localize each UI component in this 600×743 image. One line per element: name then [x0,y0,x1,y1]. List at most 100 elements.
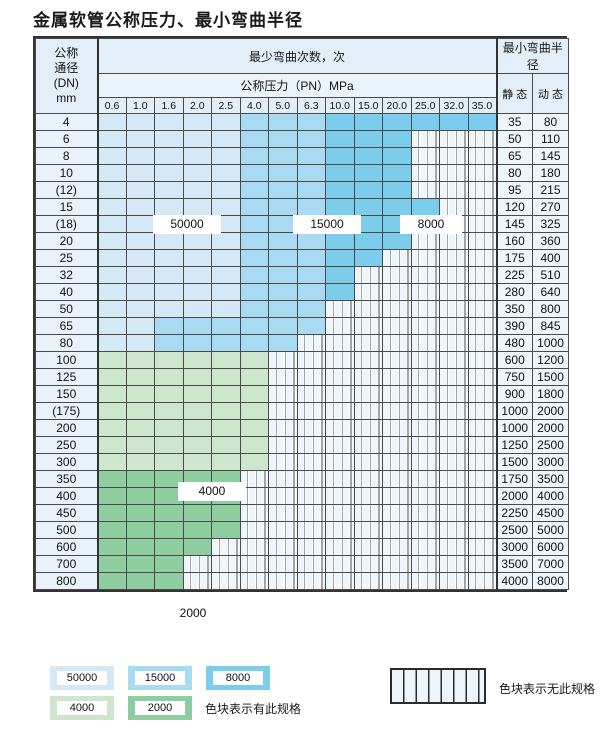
page-title: 金属软管公称压力、最小弯曲半径 [33,11,303,30]
dn-cell: (18) [35,215,99,233]
matrix-cell-filled [239,164,269,182]
dn-cell: 700 [35,555,99,573]
static-radius-cell: 225 [496,266,534,284]
matrix-cell-empty [353,555,383,573]
matrix-cell-filled [268,317,298,335]
matrix-cell-filled [154,470,184,488]
matrix-cell-filled [296,130,326,148]
matrix-cell-empty [410,300,440,318]
pressure-column-header: 32.0 [439,97,469,114]
matrix-cell-filled [239,130,269,148]
matrix-cell-empty [296,334,326,352]
matrix-cell-empty [410,368,440,386]
static-radius-cell: 390 [496,317,534,335]
matrix-cell-filled [125,130,155,148]
matrix-cell-filled [154,504,184,522]
table-row: 15 120 270 [35,198,570,216]
matrix-cell-empty [439,419,469,437]
matrix-cell-empty [211,572,241,590]
matrix-cell-filled [239,385,269,403]
matrix-cell-filled [154,317,184,335]
header-row-3-pressure-ticks: 0.6 1.0 1.6 2.0 2.5 4.0 5.0 6.3 10.0 15.0 20.0 25.0… [36,97,569,114]
matrix-cell-filled [211,368,241,386]
matrix-cell-filled [97,232,127,250]
matrix-cell-filled [154,453,184,471]
matrix-cell-empty [382,504,412,522]
matrix-cell-empty [467,351,498,369]
matrix-cell-filled [239,402,269,420]
matrix-cell-empty [382,266,412,284]
table-row: 25 175 400 [35,249,570,267]
matrix-cell-filled [296,198,326,216]
legend-no-spec-swatch [390,668,486,704]
dynamic-radius-cell: 1000 [532,334,570,352]
matrix-cell-empty [382,385,412,403]
matrix-cell-filled [239,215,269,233]
matrix-cell-filled [211,283,241,301]
matrix-cell-filled [325,266,355,284]
matrix-cell-filled [97,249,127,267]
matrix-cell-empty [467,249,498,267]
matrix-cell-empty [410,317,440,335]
dn-cell: 10 [35,164,99,182]
matrix-cell-empty [353,436,383,454]
matrix-cell-filled [182,538,212,556]
value-callout: 2000 [159,604,227,623]
static-radius-cell: 2000 [496,487,534,505]
matrix-cell-filled [239,300,269,318]
matrix-cell-empty [296,453,326,471]
table-row: 200 1000 2000 [35,419,570,437]
matrix-cell-filled [154,487,184,505]
legend-swatch-label: 2000 [135,701,185,715]
matrix-cell-filled [182,504,212,522]
matrix-cell-filled [182,402,212,420]
dynamic-radius-cell: 4000 [532,487,570,505]
matrix-cell-filled [125,232,155,250]
matrix-cell-empty [296,385,326,403]
dn-cell: 8 [35,147,99,165]
matrix-cell-empty [410,283,440,301]
dn-cell: 40 [35,283,99,301]
matrix-cell-empty [296,368,326,386]
dn-cell: (12) [35,181,99,199]
matrix-cell-filled [410,113,440,131]
matrix-cell-empty [439,266,469,284]
matrix-cell-filled [154,232,184,250]
matrix-cell-filled [239,198,269,216]
matrix-cell-empty [439,351,469,369]
matrix-cell-filled [296,249,326,267]
matrix-cell-filled [154,419,184,437]
matrix-cell-filled [353,130,383,148]
matrix-cell-empty [325,521,355,539]
dn-cell: 200 [35,419,99,437]
matrix-cell-empty [467,317,498,335]
matrix-cell-empty [467,130,498,148]
matrix-cell-empty [239,572,269,590]
matrix-cell-empty [268,487,298,505]
matrix-cell-filled [382,130,412,148]
matrix-cell-filled [239,334,269,352]
matrix-cell-empty [268,368,298,386]
matrix-cell-filled [325,130,355,148]
table-row: 125 750 1500 [35,368,570,386]
matrix-cell-empty [239,521,269,539]
matrix-cell-filled [211,198,241,216]
table-row: 50 350 800 [35,300,570,318]
matrix-cell-filled [211,317,241,335]
table-row: 450 2250 4500 [35,504,570,522]
matrix-cell-empty [268,504,298,522]
static-radius-cell: 1000 [496,419,534,437]
dn-header-cell: 公称 通径 (DN) mm [35,38,99,114]
matrix-cell-empty [439,317,469,335]
matrix-cell-filled [382,181,412,199]
matrix-cell-filled [211,266,241,284]
matrix-cell-filled [382,164,412,182]
matrix-cell-filled [154,198,184,216]
matrix-cell-empty [410,521,440,539]
matrix-cell-empty [353,572,383,590]
dynamic-radius-cell: 1800 [532,385,570,403]
matrix-cell-empty [353,266,383,284]
matrix-cell-filled [182,385,212,403]
matrix-cell-empty [467,402,498,420]
matrix-cell-filled [467,113,498,131]
